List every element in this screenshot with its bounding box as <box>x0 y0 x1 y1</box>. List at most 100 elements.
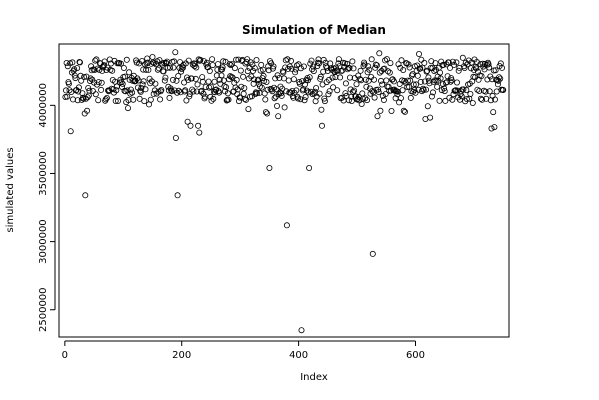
data-point <box>282 64 289 71</box>
data-point <box>133 59 140 66</box>
x-tick-label: 200 <box>172 350 191 361</box>
data-point <box>283 88 290 95</box>
data-point <box>197 56 204 63</box>
data-point <box>429 89 436 96</box>
data-point <box>199 74 206 81</box>
data-point <box>205 78 212 85</box>
data-point <box>65 80 72 87</box>
data-point <box>74 65 81 72</box>
data-point <box>464 61 471 68</box>
data-point <box>210 95 217 102</box>
data-point <box>191 63 198 70</box>
data-point <box>351 87 358 94</box>
data-point <box>102 96 109 103</box>
data-point <box>428 93 435 100</box>
data-point <box>98 79 105 86</box>
data-point <box>363 97 370 104</box>
data-point <box>417 65 424 72</box>
data-point <box>308 57 315 64</box>
data-point <box>478 73 485 80</box>
data-point <box>194 81 201 88</box>
data-point <box>206 68 213 75</box>
data-point <box>453 59 460 66</box>
data-point-outlier <box>490 109 497 116</box>
data-point <box>140 78 147 85</box>
data-point <box>196 57 203 64</box>
data-point-outlier <box>491 124 498 131</box>
data-point <box>151 60 158 67</box>
data-point <box>238 83 245 90</box>
data-point <box>313 85 320 92</box>
data-point <box>101 58 108 65</box>
data-point <box>436 97 443 104</box>
data-point <box>320 68 327 75</box>
data-point-outlier <box>374 113 381 120</box>
data-point <box>482 88 489 95</box>
data-point <box>404 84 411 91</box>
data-point <box>382 91 389 98</box>
data-point <box>445 59 452 66</box>
data-point <box>384 68 391 75</box>
data-point <box>253 57 260 64</box>
data-point <box>144 55 151 62</box>
data-point <box>66 87 73 94</box>
data-point <box>299 87 306 94</box>
data-point <box>405 61 412 68</box>
data-point <box>142 86 149 93</box>
data-point <box>362 95 369 102</box>
data-point <box>383 77 390 84</box>
data-point <box>320 56 327 63</box>
data-point <box>375 89 382 96</box>
data-point-outlier <box>82 192 89 199</box>
data-point <box>136 95 143 102</box>
data-point <box>154 66 161 73</box>
data-point <box>496 74 503 81</box>
data-point <box>288 65 295 72</box>
data-point <box>161 77 168 84</box>
y-axis: 2500000 3000000 3500000 4000000 <box>38 83 56 332</box>
data-point <box>92 91 99 98</box>
data-point <box>123 56 130 63</box>
data-point <box>186 93 193 100</box>
data-point <box>64 93 71 100</box>
data-point <box>295 61 302 68</box>
data-point <box>474 86 481 93</box>
data-point <box>145 66 152 73</box>
data-point <box>473 65 480 72</box>
data-point <box>360 62 367 69</box>
data-point <box>407 77 414 84</box>
data-point <box>325 91 332 98</box>
data-point-outlier <box>172 134 179 141</box>
data-point <box>418 56 425 63</box>
data-point <box>306 74 313 81</box>
data-point <box>278 90 285 97</box>
data-point <box>199 78 206 85</box>
data-point <box>226 61 233 68</box>
data-point <box>166 94 173 101</box>
data-point <box>441 88 448 95</box>
data-point <box>233 56 240 63</box>
data-point <box>228 61 235 68</box>
data-point <box>401 77 408 84</box>
data-point <box>421 59 428 66</box>
data-point <box>182 87 189 94</box>
x-axis: 0 200 400 600 <box>62 340 425 361</box>
data-point <box>85 92 92 99</box>
data-point <box>164 64 171 71</box>
x-tick-label: 600 <box>406 350 425 361</box>
data-point <box>138 85 145 92</box>
data-point <box>494 81 501 88</box>
data-point <box>171 58 178 65</box>
data-point <box>183 97 190 104</box>
data-point-outlier <box>318 122 325 129</box>
data-point <box>158 87 165 94</box>
data-point <box>382 57 389 64</box>
data-point <box>479 96 486 103</box>
data-point <box>390 78 397 85</box>
data-point <box>115 98 122 105</box>
data-point <box>398 57 405 64</box>
data-point-outlier <box>266 164 273 171</box>
data-point <box>300 63 307 70</box>
data-point <box>209 62 216 69</box>
